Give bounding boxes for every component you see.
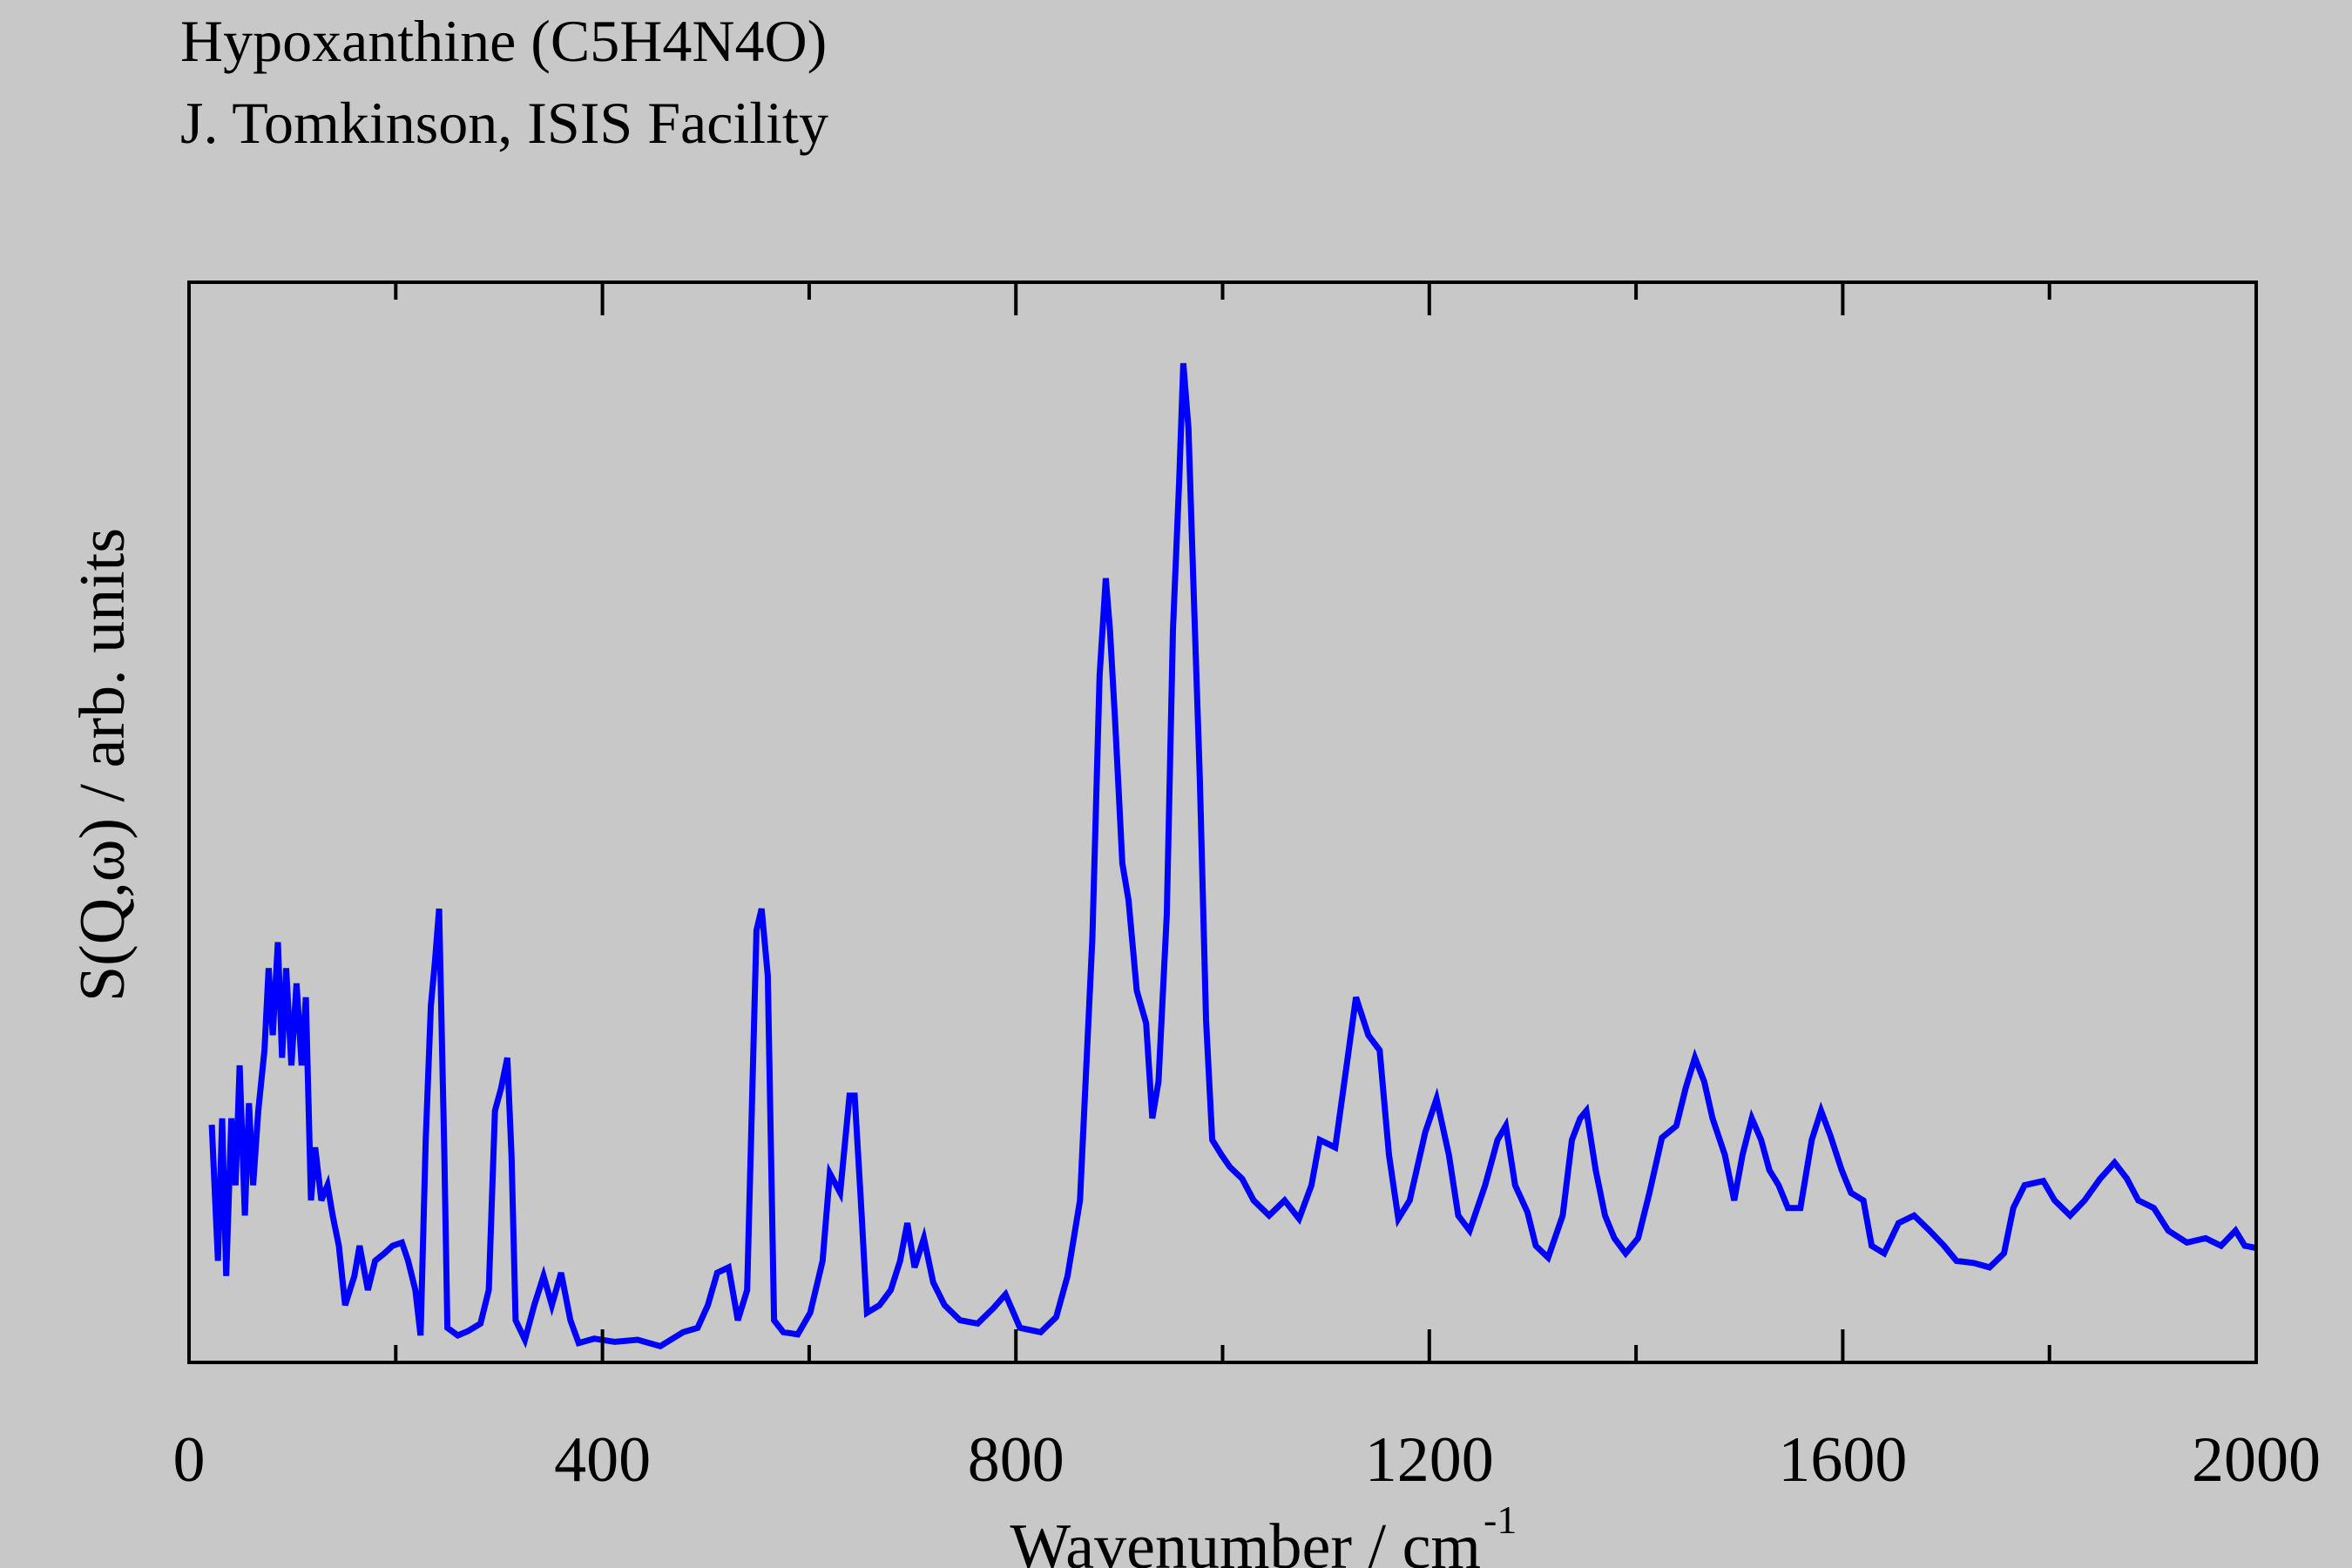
spectrum-line: [208, 362, 2257, 1350]
x-tick-label: 800: [968, 1424, 1064, 1496]
x-tick-label: 1600: [1778, 1424, 1907, 1496]
x-tick-label: 2000: [2192, 1424, 2321, 1496]
x-axis-label: Wavenumber / cm: [1010, 1511, 1481, 1568]
x-tick-label: 400: [554, 1424, 651, 1496]
plot-frame: [187, 280, 2258, 1364]
x-tick-label: 0: [173, 1424, 206, 1496]
y-axis-label: S(Q,ω) / arb. units: [67, 528, 139, 1002]
chart-title: Hypoxanthine (C5H4N4O): [180, 8, 827, 74]
chart-subtitle: J. Tomkinson, ISIS Facility: [180, 90, 828, 156]
x-tick-label: 1200: [1365, 1424, 1494, 1496]
x-axis-label-superscript: -1: [1484, 1497, 1517, 1542]
